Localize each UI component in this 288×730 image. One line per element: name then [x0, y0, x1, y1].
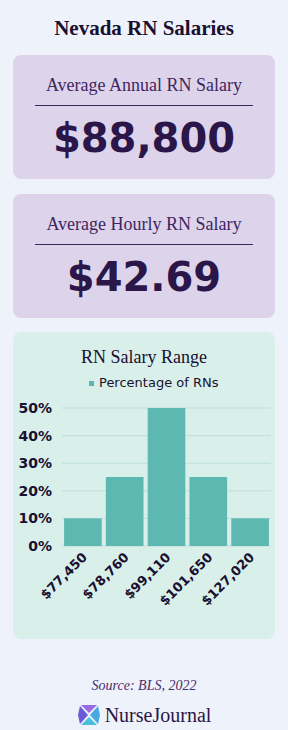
page-title: Nevada RN Salaries: [0, 16, 288, 41]
stat-label: Average Hourly RN Salary: [13, 214, 275, 235]
bars: [64, 408, 269, 546]
y-tick-label: 0%: [28, 538, 52, 554]
legend-swatch: [89, 381, 94, 386]
logo-part: [81, 705, 97, 713]
chart-card: RN Salary Range Percentage of RNs 0% 10% 20%…: [13, 332, 275, 639]
y-tick-label: 10%: [18, 510, 52, 526]
bar: [231, 518, 269, 546]
stat-label: Average Annual RN Salary: [13, 75, 275, 96]
brand-name: NurseJournal: [105, 704, 212, 726]
stat-value: $42.69: [13, 254, 275, 300]
brand-logo: [77, 704, 101, 726]
brand: NurseJournal: [0, 704, 288, 727]
stat-card: Average Hourly RN Salary $42.69: [13, 194, 275, 318]
y-tick-label: 20%: [18, 483, 52, 499]
legend-label: Percentage of RNs: [99, 375, 219, 390]
y-tick-label: 30%: [18, 455, 52, 471]
logo-part: [81, 717, 97, 725]
stat-card: Average Annual RN Salary $88,800: [13, 55, 275, 179]
chart-title: RN Salary Range: [81, 347, 207, 367]
y-tick-label: 40%: [18, 428, 52, 444]
chart: RN Salary Range Percentage of RNs 0% 10% 20%…: [13, 332, 275, 639]
bar: [189, 477, 227, 546]
y-tick-label: 50%: [18, 400, 52, 416]
stat-value: $88,800: [13, 115, 275, 161]
legend: Percentage of RNs: [89, 375, 219, 390]
x-tick-label: $127,020: [198, 550, 257, 609]
bar: [64, 518, 102, 546]
bar: [148, 408, 186, 546]
stat-rule: [35, 105, 253, 106]
stat-rule: [35, 244, 253, 245]
bar: [106, 477, 144, 546]
source: Source: BLS, 2022: [0, 678, 288, 694]
